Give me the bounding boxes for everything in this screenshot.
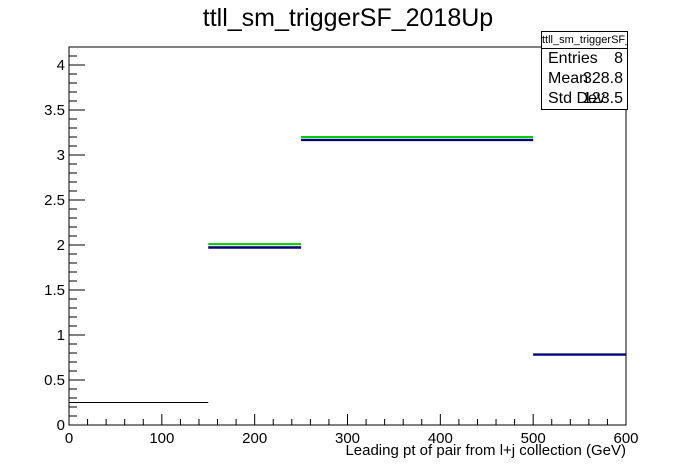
stats-key: Mean (548, 70, 589, 87)
x-tick-label: 100 (149, 430, 174, 447)
x-tick-label: 400 (428, 430, 453, 447)
histogram-bins (69, 136, 626, 403)
stats-key: Std Dev (548, 90, 605, 107)
stats-box: ttll_sm_triggerSF_2018Up Entries 8 Mean … (541, 31, 628, 110)
stats-box-title: ttll_sm_triggerSF_2018Up (542, 32, 627, 49)
y-tick-label: 2.5 (44, 192, 65, 209)
y-tick-label: 4 (57, 57, 65, 74)
x-tick-label: 500 (521, 430, 546, 447)
stats-value: 123.5 (582, 90, 623, 107)
stats-key: Entries (548, 50, 598, 67)
y-tick-label: 1.5 (44, 282, 65, 299)
stats-row-stddev: Std Dev 123.5 (542, 89, 627, 109)
y-tick-label: 2 (57, 237, 65, 254)
x-tick-label: 200 (242, 430, 267, 447)
y-tick-label: 3 (57, 147, 65, 164)
y-tick-label: 1 (57, 327, 65, 344)
chart-title: ttll_sm_triggerSF_2018Up (202, 4, 494, 32)
x-tick-label: 0 (65, 430, 73, 447)
axes: 0 100 200 300 400 500 600 0 0.5 1 1.5 2 2.5 3 3.5 4 (44, 46, 639, 447)
stats-value: 328.8 (582, 70, 623, 87)
stats-row-entries: Entries 8 (542, 49, 627, 69)
x-tick-label: 600 (613, 430, 638, 447)
stats-value: 8 (614, 50, 623, 67)
x-axis-label: Leading pt of pair from l+j collection (… (345, 442, 626, 459)
y-tick-label: 3.5 (44, 102, 65, 119)
y-tick-label: 0.5 (44, 372, 65, 389)
y-tick-label: 0 (57, 417, 65, 434)
stats-row-mean: Mean 328.8 (542, 69, 627, 89)
x-tick-label: 300 (335, 430, 360, 447)
